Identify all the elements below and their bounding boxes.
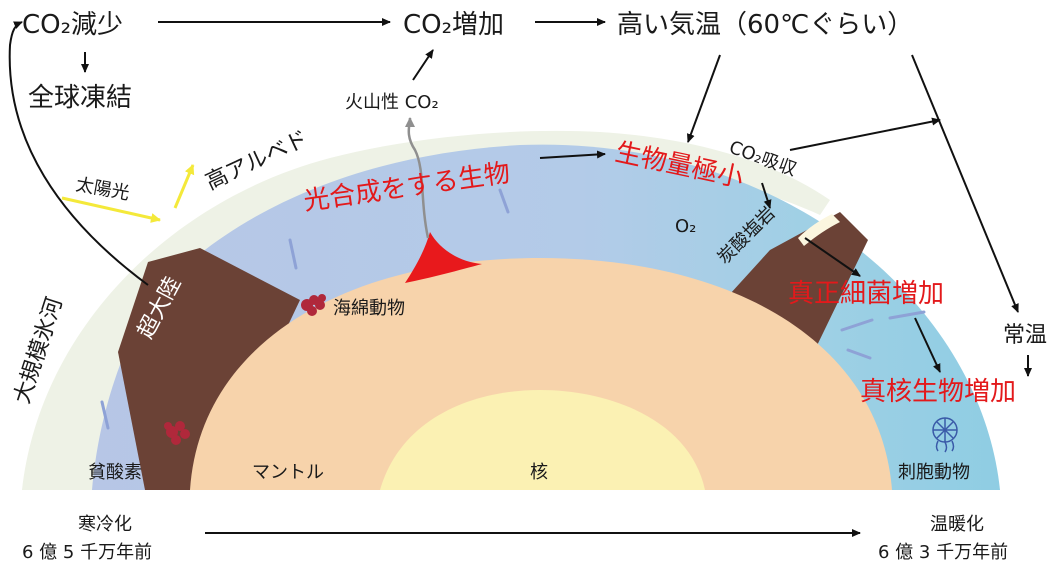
label-co2-decrease: CO₂減少 xyxy=(22,10,123,40)
carbonate-layer xyxy=(798,214,840,246)
glacier-edge xyxy=(60,270,165,490)
timeline-end-time: 6 億 3 千万年前 xyxy=(878,542,1008,563)
arrow-minimal-to-carbonate xyxy=(761,182,772,209)
label-normal-temperature: 常温 xyxy=(1003,323,1047,348)
sponge-icon xyxy=(164,421,190,445)
reflected-arrow xyxy=(173,164,195,209)
label-o2: O₂ xyxy=(675,216,696,237)
arrow-carbonate-to-bacteria xyxy=(804,237,861,277)
label-anoxia: 貧酸素 xyxy=(88,462,142,483)
label-eukaryote-increase: 真核生物増加 xyxy=(860,377,1016,407)
arrow-hightemp-to-normal xyxy=(911,54,1019,313)
supercontinent-block xyxy=(118,248,300,490)
mantle xyxy=(190,258,892,490)
label-sunlight: 太陽光 xyxy=(74,174,131,204)
arrow-co2abs-to-mid xyxy=(789,117,941,151)
sunlight-arrow xyxy=(61,196,161,223)
bacteria-icon xyxy=(100,188,926,430)
label-global-freeze: 全球凍結 xyxy=(28,83,132,113)
label-core: 核 xyxy=(530,462,548,483)
volcanic-gas-path xyxy=(404,117,430,239)
label-volcanic-co2: 火山性 CO₂ xyxy=(345,92,439,113)
core xyxy=(380,390,705,490)
label-cnidarians: 刺胞動物 xyxy=(898,462,970,483)
label-co2-increase: CO₂増加 xyxy=(403,10,504,40)
arrow-hightemp-to-minimal xyxy=(687,54,721,143)
ice-layer xyxy=(22,130,830,490)
timeline-end-label: 温暖化 xyxy=(930,514,984,535)
label-high-temperature: 高い気温（60℃ぐらい） xyxy=(617,10,913,40)
arrow-bacteria-to-eukaryote xyxy=(914,317,941,373)
jellyfish-icon xyxy=(932,417,958,453)
arrow-photosynth-to-minimal xyxy=(539,150,606,159)
label-eukaryotic-bacteria-increase: 真正細菌増加 xyxy=(788,279,944,309)
magma-plume xyxy=(405,232,482,283)
timeline-start-time: 6 億 5 千万年前 xyxy=(22,542,152,563)
arrow-feedback-loop xyxy=(8,21,149,286)
label-mantle: マントル xyxy=(252,462,324,483)
label-sponges: 海綿動物 xyxy=(333,298,405,319)
timeline-start-label: 寒冷化 xyxy=(78,514,132,535)
sponge-icon xyxy=(301,294,326,316)
arrow-volcanic-to-co2 xyxy=(412,49,434,81)
